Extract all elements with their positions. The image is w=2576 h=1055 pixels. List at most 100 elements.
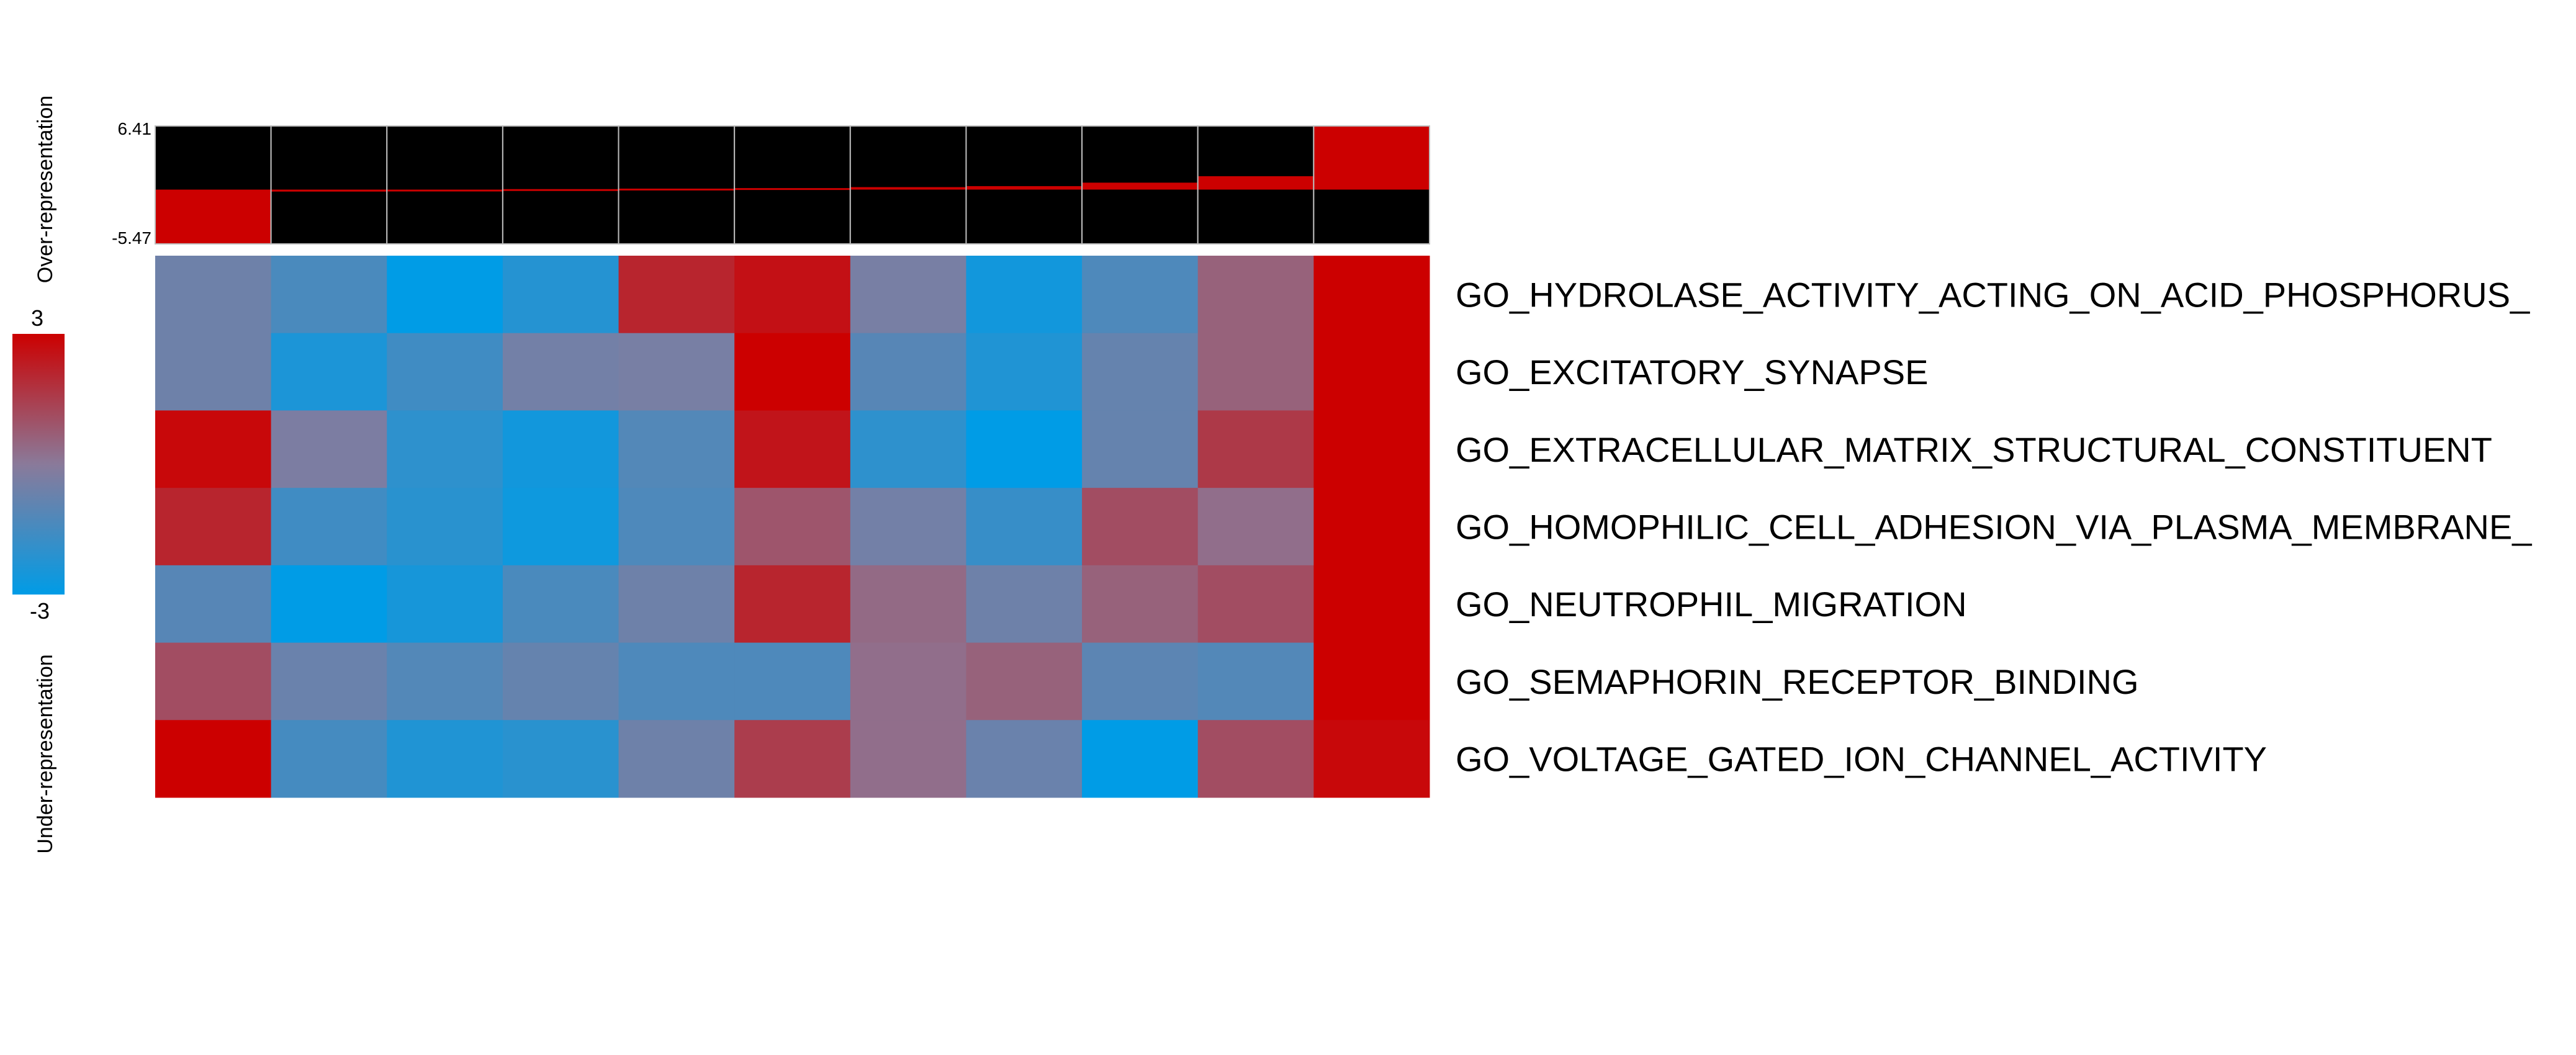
bar-cell-bg xyxy=(387,126,503,244)
heatmap-cell xyxy=(1082,333,1199,411)
heatmap-cell xyxy=(966,256,1083,334)
row-label: GO_EXCITATORY_SYNAPSE xyxy=(1456,352,1928,392)
heatmap-cell xyxy=(618,333,735,411)
heatmap-cell xyxy=(966,333,1083,411)
heatmap-cell xyxy=(271,642,387,721)
heatmap-cell xyxy=(502,256,619,334)
score-bar xyxy=(155,189,271,244)
heatmap-cell xyxy=(271,720,387,798)
heatmap-cell xyxy=(966,410,1083,488)
score-bar xyxy=(618,188,735,191)
heatmap-cell xyxy=(387,410,503,488)
row-label: GO_VOLTAGE_GATED_ION_CHANNEL_ACTIVITY xyxy=(1456,740,2267,779)
score-bar xyxy=(850,187,966,190)
bar-cell-bg xyxy=(850,126,966,244)
heatmap-cell xyxy=(271,488,387,566)
row-label: GO_HYDROLASE_ACTIVITY_ACTING_ON_ACID_PHO… xyxy=(1456,275,2530,314)
heatmap-cell xyxy=(155,642,272,721)
bar-cell-bg xyxy=(734,126,850,244)
bar-cell-bg xyxy=(966,126,1083,244)
heatmap-cell xyxy=(502,410,619,488)
heatmap-cell xyxy=(387,565,503,644)
bar-cell-bg xyxy=(618,126,735,244)
heatmap-cell xyxy=(734,642,851,721)
heatmap-cell xyxy=(1313,256,1430,334)
score-bar xyxy=(1197,176,1314,190)
heatmap-cell xyxy=(618,256,735,334)
score-bar xyxy=(734,188,850,191)
heatmap-cell xyxy=(1313,642,1430,721)
legend-min-label: -3 xyxy=(30,598,50,624)
heatmap-cell xyxy=(387,720,503,798)
heatmap-cell xyxy=(271,333,387,411)
heatmap-cell xyxy=(1197,410,1314,488)
heatmap-cell xyxy=(271,410,387,488)
heatmap-cell xyxy=(850,333,966,411)
heatmap-cell xyxy=(155,333,272,411)
score-bar xyxy=(966,186,1083,190)
heatmap-cell xyxy=(1082,256,1199,334)
heatmap-cell xyxy=(618,565,735,644)
heatmap-cell xyxy=(1197,333,1314,411)
heatmap-cell xyxy=(155,256,272,334)
heatmap-cell xyxy=(618,488,735,566)
score-bar xyxy=(1313,126,1430,190)
heatmap-cell xyxy=(387,333,503,411)
heatmap-cell xyxy=(387,488,503,566)
heatmap-cell xyxy=(271,565,387,644)
heatmap-cell xyxy=(387,256,503,334)
heatmap-cell xyxy=(618,410,735,488)
heatmap-cell xyxy=(1313,333,1430,411)
heatmap-cell xyxy=(734,720,851,798)
heatmap-cell xyxy=(618,720,735,798)
heatmap-cell xyxy=(1197,642,1314,721)
heatmap-cell xyxy=(850,720,966,798)
score-bar xyxy=(387,189,503,192)
heatmap xyxy=(155,256,1430,798)
heatmap-cell xyxy=(1197,720,1314,798)
heatmap-cell xyxy=(734,410,851,488)
score-bar xyxy=(502,189,619,191)
heatmap-cell xyxy=(1197,488,1314,566)
heatmap-cell xyxy=(502,333,619,411)
bar-cell-border xyxy=(1313,125,1430,245)
bar-min-tick: -5.47 xyxy=(112,228,151,248)
heatmap-cell xyxy=(966,488,1083,566)
heatmap-cell xyxy=(966,642,1083,721)
score-bar xyxy=(1082,182,1198,190)
heatmap-cell xyxy=(734,256,851,334)
heatmap-cell xyxy=(271,256,387,334)
heatmap-cell xyxy=(387,642,503,721)
row-labels: GO_HYDROLASE_ACTIVITY_ACTING_ON_ACID_PHO… xyxy=(1456,275,2532,778)
score-bars xyxy=(155,125,1430,245)
score-bar xyxy=(271,189,387,192)
row-label: GO_NEUTROPHIL_MIGRATION xyxy=(1456,585,1967,624)
bar-max-tick: 6.41 xyxy=(118,119,152,138)
heatmap-cell xyxy=(1197,256,1314,334)
heatmap-cell xyxy=(734,333,851,411)
heatmap-cell xyxy=(1082,720,1199,798)
heatmap-cell xyxy=(155,488,272,566)
heatmap-cell xyxy=(966,720,1083,798)
heatmap-cell xyxy=(155,410,272,488)
heatmap-cell xyxy=(850,410,966,488)
heatmap-cell xyxy=(1082,565,1199,644)
heatmap-cell xyxy=(618,642,735,721)
heatmap-cell xyxy=(502,720,619,798)
heatmap-cell xyxy=(850,565,966,644)
row-label: GO_SEMAPHORIN_RECEPTOR_BINDING xyxy=(1456,662,2139,701)
bar-cell-bg xyxy=(502,126,619,244)
color-legend-bar xyxy=(12,334,65,595)
heatmap-cell xyxy=(1313,720,1430,798)
row-label: GO_HOMOPHILIC_CELL_ADHESION_VIA_PLASMA_M… xyxy=(1456,508,2532,547)
heatmap-cell xyxy=(1082,488,1199,566)
row-label: GO_EXTRACELLULAR_MATRIX_STRUCTURAL_CONST… xyxy=(1456,430,2492,469)
heatmap-cell xyxy=(966,565,1083,644)
heatmap-cell xyxy=(850,488,966,566)
heatmap-cell xyxy=(734,488,851,566)
heatmap-cell xyxy=(1313,565,1430,644)
heatmap-cell xyxy=(1082,642,1199,721)
heatmap-cell xyxy=(850,642,966,721)
